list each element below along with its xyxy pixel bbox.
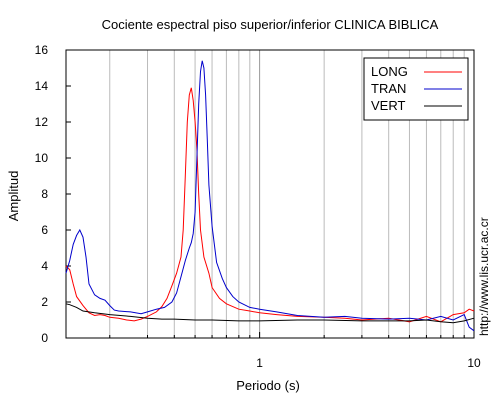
x-tick-label: 1 — [256, 356, 263, 370]
y-tick-label: 10 — [35, 151, 49, 165]
y-axis-label: Amplitud — [6, 171, 21, 222]
series-line-vert — [65, 303, 475, 324]
y-tick-label: 16 — [35, 43, 49, 57]
series-line-long — [65, 87, 475, 323]
side-note-url: http://www.lis.ucr.ac.cr — [477, 217, 491, 336]
legend-label-long: LONG — [371, 64, 408, 79]
y-tick-label: 8 — [41, 187, 48, 201]
legend-label-vert: VERT — [371, 98, 405, 113]
x-axis-label: Periodo (s) — [236, 378, 300, 393]
legend-label-tran: TRAN — [371, 81, 406, 96]
x-tick-label: 10 — [467, 356, 481, 370]
y-tick-label: 12 — [35, 115, 49, 129]
y-tick-label: 4 — [41, 259, 48, 273]
y-tick-label: 0 — [41, 331, 48, 345]
series-line-tran — [65, 60, 475, 332]
y-tick-label: 14 — [35, 79, 49, 93]
y-tick-label: 6 — [41, 223, 48, 237]
chart-title: Cociente espectral piso superior/inferio… — [102, 17, 439, 32]
plot-area: 0 2 4 6 8 10 12 14 16 1 10 LONG TRAN VERT — [35, 43, 481, 370]
y-tick-label: 2 — [41, 295, 48, 309]
